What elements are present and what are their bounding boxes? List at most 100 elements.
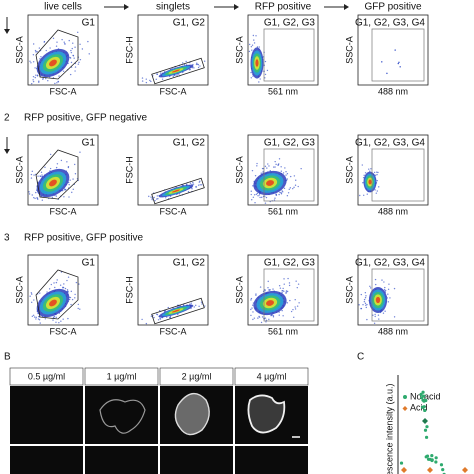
event-dot (251, 304, 254, 306)
event-dot (268, 318, 270, 321)
flow-plot: G1, G2, G3 561 nm SSC-A (234, 134, 319, 216)
event-dot (282, 287, 284, 290)
event-dot (288, 284, 291, 287)
event-dot (56, 41, 58, 43)
event-dot (153, 316, 155, 319)
point (434, 456, 438, 460)
event-dot (358, 304, 360, 306)
event-dot (253, 194, 256, 196)
event-dot (256, 162, 258, 165)
event-dot (266, 69, 269, 72)
arrow-head (344, 4, 349, 10)
event-dot (30, 301, 33, 304)
event-dot (287, 277, 289, 280)
density (49, 59, 57, 67)
density (266, 180, 274, 186)
concentration-label: 4 µg/ml (257, 371, 287, 381)
event-dot (376, 190, 379, 192)
event-dot (177, 313, 179, 316)
flow-plot: G1, G2 FSC-A FSC-H (124, 254, 209, 336)
event-dot (278, 163, 280, 165)
column-header: live cells (44, 2, 82, 13)
y-axis-label: SSC-A (344, 36, 354, 64)
event-dot (279, 191, 281, 194)
event-dot (30, 177, 33, 179)
gate (263, 148, 315, 202)
event-dot (193, 306, 195, 308)
event-dot (257, 195, 259, 197)
event-dot (31, 170, 33, 173)
event-dot (59, 284, 62, 286)
event-dot (290, 310, 293, 313)
event-dot (264, 73, 267, 76)
event-dot (250, 193, 252, 196)
event-dot (284, 167, 286, 169)
event-dot (30, 292, 33, 294)
event-dot (34, 76, 36, 79)
event-dot (32, 80, 35, 83)
event-dot (285, 291, 287, 293)
event-dot (37, 198, 39, 200)
event-dot (254, 175, 257, 177)
event-dot (381, 61, 383, 63)
event-dot (252, 34, 255, 37)
event-dot (154, 199, 156, 202)
column-header: RFP positive (255, 2, 312, 13)
flow-plot: G1, G2, G3, G4 488 nm SSC-A (344, 134, 429, 216)
event-dot (258, 316, 261, 318)
event-dot (49, 153, 52, 156)
event-dot (364, 296, 367, 299)
event-dot (151, 198, 153, 201)
event-dot (32, 43, 35, 45)
event-dot (66, 289, 69, 291)
concentration-label: 1 µg/ml (107, 371, 137, 381)
event-dot (289, 187, 292, 189)
gate (35, 269, 79, 320)
event-dot (141, 77, 144, 79)
event-dot (62, 286, 64, 289)
event-dot (77, 307, 79, 310)
gate-label: G1, G2 (173, 258, 206, 269)
event-dot (33, 316, 36, 318)
point (439, 463, 444, 467)
event-dot (65, 188, 67, 191)
micrograph (85, 446, 158, 474)
event-dot (251, 199, 253, 201)
event-dot (150, 315, 153, 317)
event-dot (54, 286, 56, 289)
event-dot (267, 163, 269, 165)
event-dot (252, 318, 254, 321)
event-dot (43, 41, 45, 43)
event-dot (274, 166, 276, 168)
event-dot (261, 316, 264, 318)
point (421, 390, 425, 394)
event-dot (387, 301, 390, 303)
event-dot (365, 306, 368, 309)
event-dot (256, 165, 258, 167)
event-dot (189, 68, 191, 71)
event-dot (255, 294, 257, 296)
event-dot (203, 60, 206, 62)
event-dot (369, 287, 372, 289)
event-dot (293, 186, 295, 189)
event-dot (389, 297, 391, 299)
row-number: 3 (4, 233, 10, 244)
event-dot (278, 285, 281, 287)
micrograph (235, 446, 308, 474)
event-dot (378, 186, 380, 188)
point (421, 398, 425, 402)
event-dot (285, 174, 287, 176)
event-dot (376, 179, 378, 182)
event-dot (259, 286, 262, 288)
y-axis-label: SSC-A (14, 156, 24, 184)
event-dot (35, 191, 37, 194)
event-dot (44, 318, 47, 320)
event-dot (289, 299, 291, 302)
event-dot (79, 151, 81, 153)
event-dot (55, 316, 57, 319)
point (434, 460, 438, 464)
event-dot (260, 172, 262, 174)
flow-plot: G1, G2, G3, G4 488 nm SSC-A (344, 254, 429, 336)
event-dot (141, 318, 143, 321)
